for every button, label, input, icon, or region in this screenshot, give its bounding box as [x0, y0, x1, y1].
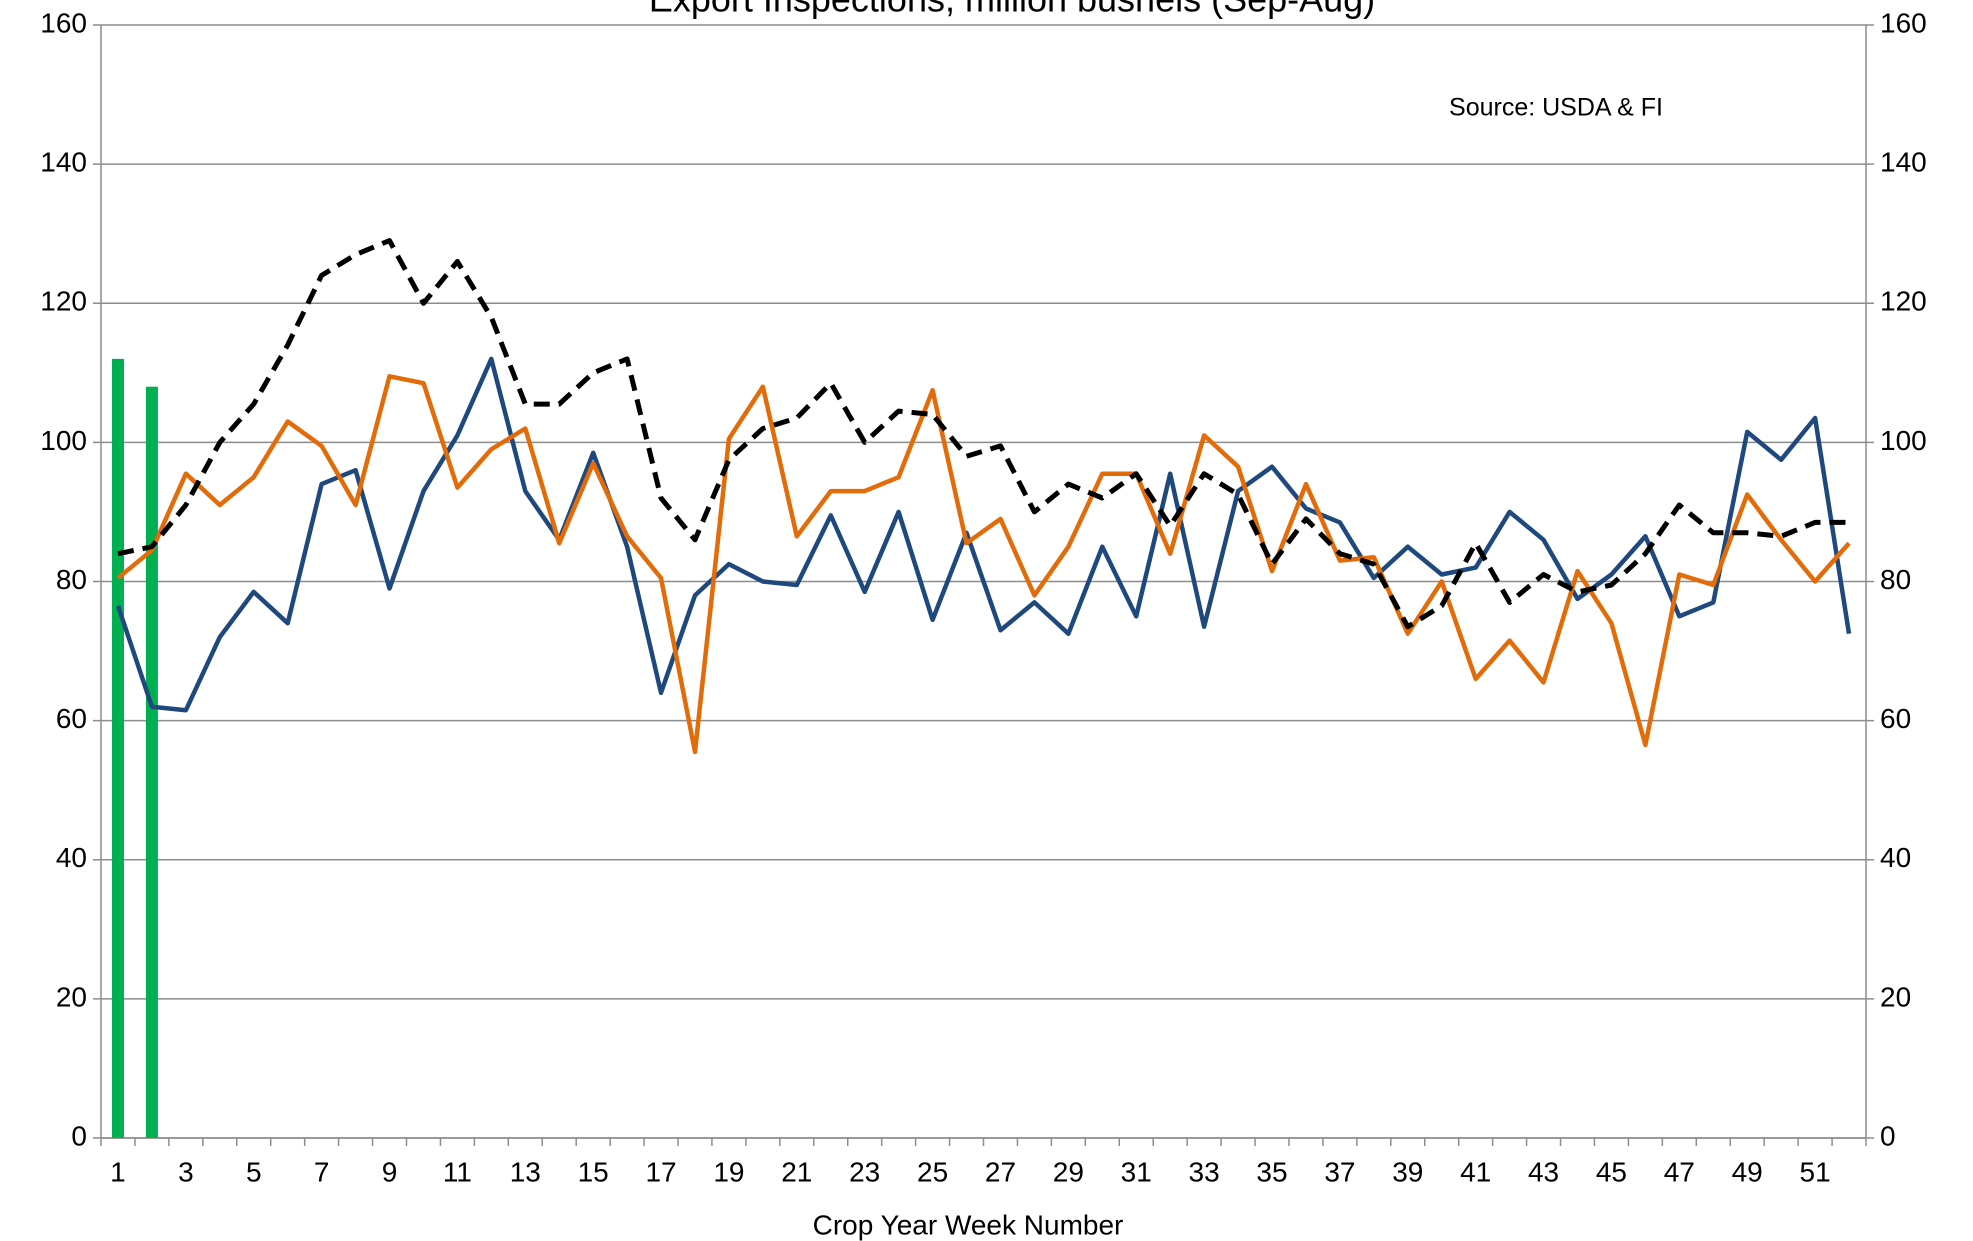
- x-tick-label: 9: [382, 1156, 398, 1187]
- x-tick-label: 43: [1528, 1156, 1559, 1187]
- x-tick-label: 35: [1256, 1156, 1287, 1187]
- bar: [145, 386, 158, 1139]
- y-tick-label: 40: [56, 842, 87, 873]
- x-tick-label: 45: [1596, 1156, 1627, 1187]
- y-tick-label: 140: [40, 147, 87, 178]
- x-tick-label: 3: [178, 1156, 194, 1187]
- y-tick-label: 20: [56, 981, 87, 1012]
- x-tick-label: 47: [1664, 1156, 1695, 1187]
- x-tick-label: 19: [713, 1156, 744, 1187]
- x-tick-label: 11: [443, 1156, 472, 1187]
- y-tick-label: 80: [56, 564, 87, 595]
- y2-tick-label: 120: [1880, 286, 1927, 317]
- x-tick-label: 15: [578, 1156, 609, 1187]
- x-tick-label: 29: [1053, 1156, 1084, 1187]
- x-tick-label: 5: [246, 1156, 262, 1187]
- x-tick-label: 33: [1189, 1156, 1220, 1187]
- x-tick-label: 31: [1121, 1156, 1152, 1187]
- y2-tick-label: 60: [1880, 703, 1911, 734]
- x-tick-label: 37: [1324, 1156, 1355, 1187]
- x-tick-label: 23: [849, 1156, 880, 1187]
- bar: [111, 358, 124, 1138]
- x-tick-label: 21: [781, 1156, 812, 1187]
- x-tick-label: 51: [1800, 1156, 1831, 1187]
- x-tick-label: 1: [110, 1156, 126, 1187]
- y2-tick-label: 80: [1880, 564, 1911, 595]
- y-tick-label: 0: [71, 1120, 87, 1151]
- y2-tick-label: 100: [1880, 425, 1927, 456]
- x-tick-label: 39: [1392, 1156, 1423, 1187]
- y2-tick-label: 160: [1880, 7, 1927, 38]
- y-tick-label: 160: [40, 7, 87, 38]
- x-tick-label: 41: [1460, 1156, 1491, 1187]
- x-tick-label: 17: [645, 1156, 676, 1187]
- line: [115, 356, 1852, 713]
- y-tick-label: 60: [56, 703, 87, 734]
- source-note: Source: USDA & FI: [1449, 94, 1663, 122]
- line: [116, 374, 1851, 755]
- x-tick-label: 25: [917, 1156, 948, 1187]
- y2-tick-label: 0: [1880, 1120, 1896, 1151]
- x-tick-label: 13: [510, 1156, 541, 1187]
- y-tick-label: 100: [40, 425, 87, 456]
- x-tick-label: 7: [314, 1156, 330, 1187]
- x-tick-label: 49: [1732, 1156, 1763, 1187]
- x-axis-label: Crop Year Week Number: [813, 1209, 1124, 1240]
- y2-tick-label: 140: [1880, 147, 1927, 178]
- y2-tick-label: 20: [1880, 981, 1911, 1012]
- y-tick-label: 120: [40, 286, 87, 317]
- x-tick-label: 27: [985, 1156, 1016, 1187]
- chart-title: Export Inspections, million bushels (Sep…: [649, 0, 1375, 20]
- dashed-line: [117, 238, 1849, 630]
- y2-tick-label: 40: [1880, 842, 1911, 873]
